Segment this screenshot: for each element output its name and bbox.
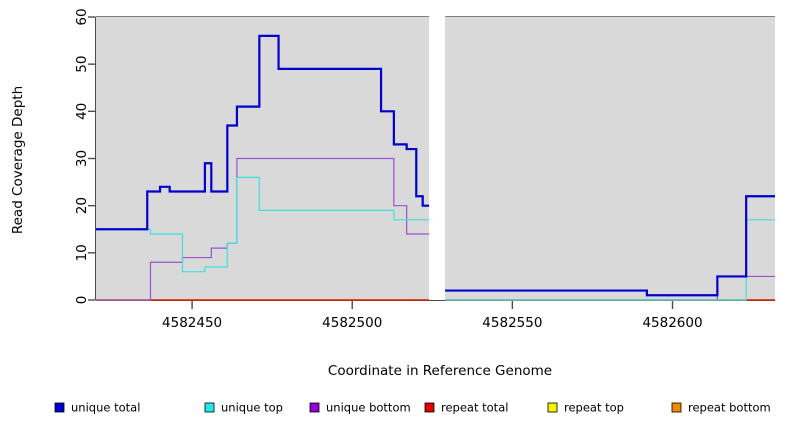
legend-label: unique bottom — [326, 401, 411, 415]
series-line-unique-top — [96, 176, 430, 273]
y-tick-label: 40 — [74, 103, 90, 120]
series-line-unique-total — [96, 34, 430, 231]
y-tick-label: 60 — [74, 8, 90, 25]
x-tick-label: 4582550 — [482, 315, 542, 331]
chart-legend: unique total unique top unique bottom repea… — [54, 401, 771, 415]
legend-swatch — [309, 402, 320, 413]
y-axis-title: Read Coverage Depth — [10, 86, 26, 234]
legend-swatch — [204, 402, 215, 413]
legend-swatch — [671, 402, 682, 413]
y-tick-label: 10 — [74, 244, 90, 261]
series-line-unique-total — [445, 195, 775, 297]
legend-swatch — [54, 402, 65, 413]
legend-label: repeat bottom — [688, 401, 771, 415]
y-tick-label: 30 — [74, 150, 90, 167]
legend-swatch — [547, 402, 558, 413]
x-tick-label: 4582600 — [642, 315, 702, 331]
series-layer — [96, 34, 775, 301]
y-tick-label: 20 — [74, 197, 90, 214]
x-axis: 4582450 4582500 4582550 4582600 — [96, 300, 775, 331]
legend-label: unique top — [221, 401, 283, 415]
legend-label: unique total — [71, 401, 140, 415]
y-axis: 0 10 20 30 40 50 60 — [74, 8, 96, 304]
series-line-unique-top — [445, 219, 775, 301]
x-axis-title: Coordinate in Reference Genome — [328, 363, 552, 379]
plot-panel-right — [445, 17, 775, 300]
x-tick-label: 4582450 — [162, 315, 222, 331]
y-tick-label: 0 — [74, 296, 90, 305]
x-tick-label: 4582500 — [322, 315, 382, 331]
legend-swatch — [424, 402, 435, 413]
legend-label: repeat total — [441, 401, 508, 415]
legend-label: repeat top — [564, 401, 624, 415]
y-tick-label: 50 — [74, 56, 90, 73]
